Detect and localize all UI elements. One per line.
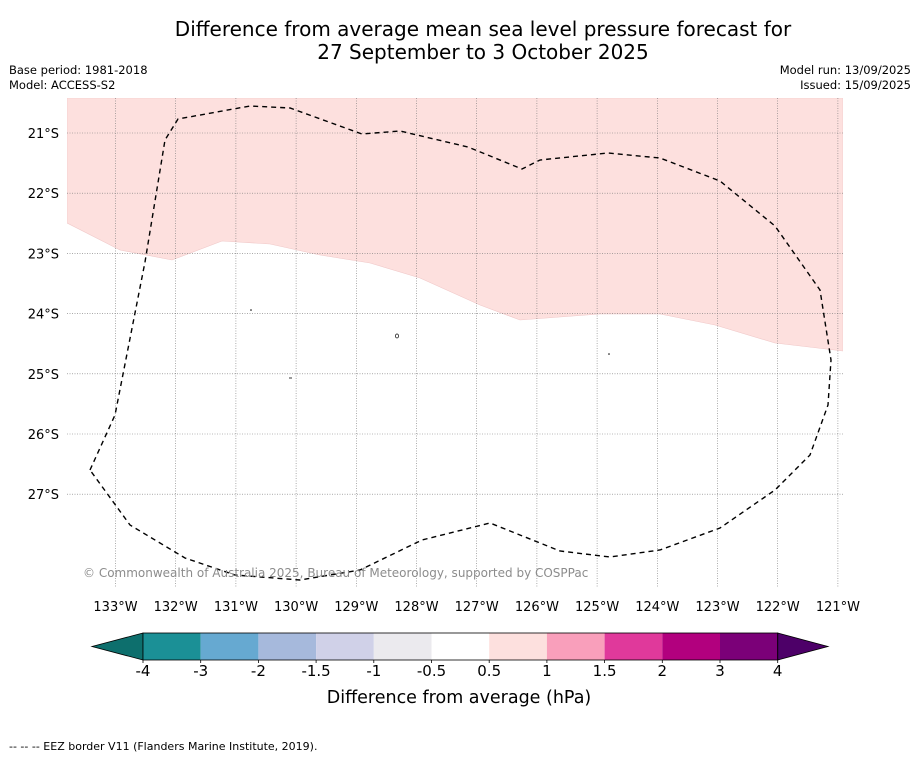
colorbar-swatch <box>662 633 720 660</box>
colorbar-tick-label: -2 <box>251 662 266 680</box>
eez-border <box>89 105 832 581</box>
colorbar-swatch <box>720 633 778 660</box>
positive-anomaly-region <box>67 98 843 352</box>
latitude-labels: 21°S 22°S 23°S 24°S 25°S 26°S 27°S <box>28 127 59 503</box>
island <box>608 353 610 355</box>
colorbar-tick-label: 1 <box>542 662 552 680</box>
base-period: Base period: 1981-2018 <box>9 63 148 77</box>
colorbar-tick-label: -1 <box>366 662 381 680</box>
issued-date: Issued: 15/09/2025 <box>800 78 911 92</box>
longitude-label: 125°W <box>575 600 619 615</box>
map-area: © Commonwealth of Australia 2025, Bureau… <box>67 98 843 588</box>
longitude-label: 132°W <box>154 600 198 615</box>
latitude-label: 23°S <box>28 247 59 262</box>
longitude-label: 127°W <box>455 600 499 615</box>
model-run: Model run: 13/09/2025 <box>779 63 911 77</box>
longitude-label: 122°W <box>756 600 800 615</box>
longitude-label: 128°W <box>394 600 438 615</box>
copyright-text: © Commonwealth of Australia 2025, Bureau… <box>83 566 588 580</box>
latitude-label: 26°S <box>28 428 59 443</box>
longitude-label: 131°W <box>214 600 258 615</box>
meta-right: Model run: 13/09/2025 Issued: 15/09/2025 <box>780 63 911 93</box>
longitude-label: 129°W <box>334 600 378 615</box>
colorbar-tick-label: -0.5 <box>417 662 446 680</box>
meta-left: Base period: 1981-2018 Model: ACCESS-S2 <box>9 63 148 93</box>
title-line-1: Difference from average mean sea level p… <box>174 17 792 41</box>
colorbar-tick-label: 3 <box>715 662 725 680</box>
latitude-label: 24°S <box>28 308 59 323</box>
longitude-label: 124°W <box>635 600 679 615</box>
longitude-label: 126°W <box>515 600 559 615</box>
colorbar-tick-label: 2 <box>658 662 668 680</box>
colorbar-tick-label: 0.5 <box>477 662 501 680</box>
latitude-label: 21°S <box>28 127 59 142</box>
colorbar-outline <box>142 632 779 661</box>
longitude-label: 121°W <box>816 600 860 615</box>
colorbar-swatch <box>604 633 663 660</box>
map-title: Difference from average mean sea level p… <box>0 18 919 64</box>
latitude-label: 25°S <box>28 368 59 383</box>
colorbar-tick-label: -1.5 <box>301 662 330 680</box>
gridlines <box>67 98 843 588</box>
eez-footnote: -- -- -- EEZ border V11 (Flanders Marine… <box>9 740 318 753</box>
colorbar-tick-label: 4 <box>773 662 783 680</box>
latitude-label: 22°S <box>28 187 59 202</box>
colorbar-swatch <box>431 633 490 660</box>
colorbar-swatch <box>258 633 317 660</box>
longitude-label: 133°W <box>93 600 137 615</box>
island-marks <box>250 309 610 379</box>
colorbar-swatch <box>489 633 547 660</box>
title-line-2: 27 September to 3 October 2025 <box>317 40 649 64</box>
colorbar-swatch <box>373 633 432 660</box>
longitude-label: 130°W <box>274 600 318 615</box>
colorbar-tick-label: -4 <box>136 662 151 680</box>
colorbar: -4 -3 -2 -1.5 -1 -0.5 0.5 1 1.5 2 3 4 <box>90 632 830 680</box>
colorbar-tick-label: 1.5 <box>593 662 617 680</box>
longitude-label: 123°W <box>695 600 739 615</box>
colorbar-title: Difference from average (hPa) <box>327 688 592 708</box>
model-name: Model: ACCESS-S2 <box>9 78 116 92</box>
colorbar-tick-label: -3 <box>193 662 208 680</box>
island <box>250 309 252 311</box>
island <box>395 333 399 339</box>
longitude-labels: 133°W 132°W 131°W 130°W 129°W 128°W 127°W 126°W… <box>93 600 860 615</box>
colorbar-max-extend <box>777 632 830 661</box>
colorbar-swatch <box>200 633 259 660</box>
colorbar-min-extend <box>90 632 144 661</box>
colorbar-swatch <box>143 633 201 660</box>
colorbar-swatch <box>316 633 374 660</box>
latitude-label: 27°S <box>28 488 59 503</box>
colorbar-swatch <box>546 633 605 660</box>
